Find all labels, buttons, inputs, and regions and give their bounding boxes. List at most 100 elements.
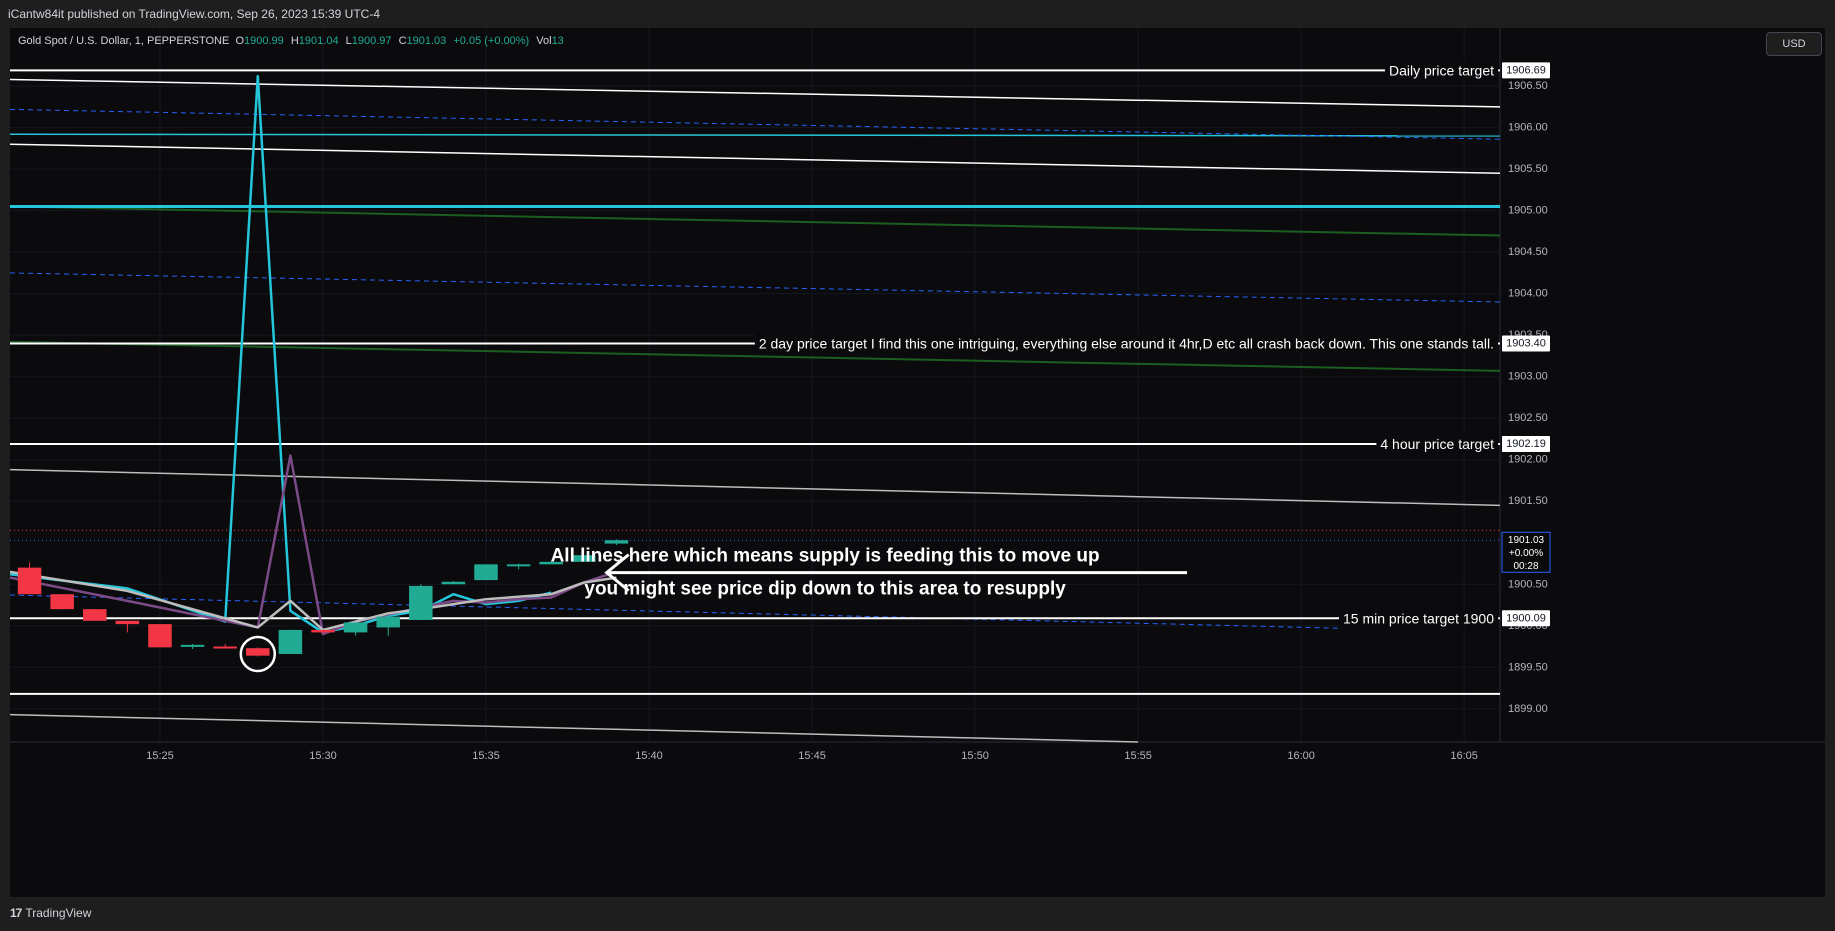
price-line-label-background	[1376, 434, 1499, 453]
y-tick-label: 1905.00	[1508, 205, 1548, 217]
x-tick-label: 15:25	[146, 750, 174, 762]
candle-body	[213, 646, 237, 649]
bottom-bar	[0, 897, 1835, 931]
last-price-change: +0.00%	[1509, 548, 1543, 559]
candle	[50, 594, 74, 610]
candle	[572, 555, 596, 562]
price-line-label: Daily price target	[1389, 62, 1494, 78]
low-label: L	[345, 35, 352, 47]
y-tick-label: 1903.00	[1508, 371, 1548, 383]
candle-body	[17, 567, 42, 595]
chart-annotation: All lines here which means supply is fee…	[551, 546, 1100, 567]
volume-value: 13	[551, 35, 564, 47]
y-tick-label: 1904.50	[1508, 246, 1548, 258]
tradingview-logo[interactable]: 17 TradingView	[10, 906, 91, 920]
last-price-value: 1901.03	[1508, 535, 1545, 546]
y-tick-label: 1902.50	[1508, 412, 1548, 424]
price-line-label: 2 day price target I find this one intri…	[759, 335, 1494, 351]
x-tick-label: 15:35	[472, 750, 500, 762]
candle-body	[180, 644, 205, 647]
candle-body	[441, 581, 466, 585]
candle	[539, 561, 563, 565]
open-label: O	[235, 35, 245, 47]
price-axis-tag	[1502, 62, 1550, 79]
candle	[441, 580, 466, 585]
chart-annotation: you might see price dip down to this are…	[584, 579, 1066, 600]
candle	[604, 539, 629, 546]
price-line-label-background	[1384, 61, 1499, 80]
symbol-legend: Gold Spot / U.S. Dollar, 1, PEPPERSTONE …	[18, 35, 568, 47]
trend-line	[10, 143, 1501, 175]
y-tick-label: 1906.50	[1508, 80, 1548, 92]
trend-line	[10, 340, 1501, 372]
x-tick-label: 16:05	[1450, 750, 1478, 762]
change-value: +0.05 (+0.00%)	[453, 35, 530, 47]
y-tick-label: 1899.50	[1508, 661, 1548, 673]
candle-body	[311, 629, 335, 633]
candle	[409, 584, 433, 620]
candle	[83, 609, 107, 621]
symbol-name: Gold Spot / U.S. Dollar, 1, PEPPERSTONE	[18, 35, 230, 47]
candle-body	[604, 540, 629, 544]
price-axis-tag	[1502, 610, 1550, 627]
candle	[474, 564, 498, 581]
circle-marker	[239, 635, 277, 673]
time-axis-pane	[10, 742, 1825, 897]
tradingview-logo-icon: 17	[10, 906, 22, 920]
y-tick-label: 1901.50	[1508, 495, 1548, 507]
volume-label: Vol	[536, 35, 552, 47]
trend-line	[10, 594, 1341, 629]
candle	[148, 624, 172, 648]
last-price-tag	[1501, 531, 1551, 573]
candle-body	[506, 564, 531, 567]
x-tick-label: 15:55	[1124, 750, 1152, 762]
top-bar	[0, 0, 1835, 28]
currency-button[interactable]: USD	[1766, 32, 1822, 56]
last-price-countdown: 00:28	[1513, 561, 1538, 572]
price-axis-tag-label: 1906.69	[1506, 64, 1546, 76]
x-tick-label: 15:45	[798, 750, 826, 762]
price-line-label-background	[1339, 609, 1499, 628]
candle	[506, 563, 531, 570]
candle-body	[148, 624, 172, 648]
candle-body	[50, 594, 74, 610]
candle	[180, 644, 205, 650]
trend-line	[10, 133, 1501, 137]
price-line-label-background	[754, 334, 1498, 353]
price-axis-pane	[1500, 28, 1825, 742]
candle-body	[376, 616, 400, 628]
tradingview-brand: TradingView	[25, 906, 92, 920]
candle	[343, 622, 368, 636]
chart-canvas[interactable]: Daily price target 2 day price target I f…	[10, 28, 1825, 897]
x-tick-label: 15:30	[309, 750, 337, 762]
y-tick-label: 1899.00	[1508, 703, 1548, 715]
close-label: C	[398, 35, 407, 47]
high-label: H	[290, 35, 299, 47]
candle-body	[409, 585, 433, 620]
y-tick-label: 1905.50	[1508, 163, 1548, 175]
price-axis-tag-label: 1903.40	[1506, 337, 1546, 349]
candle	[311, 629, 335, 634]
candle	[376, 614, 400, 636]
candle-body	[278, 629, 303, 654]
candle	[246, 647, 270, 657]
x-tick-label: 15:50	[961, 750, 989, 762]
candle-body	[572, 555, 596, 562]
price-line-label: 15 min price target 1900	[1343, 610, 1494, 626]
candle-body	[83, 609, 107, 621]
low-value: 1900.97	[351, 35, 392, 47]
chart-area[interactable]: Daily price target 2 day price target I f…	[10, 28, 1825, 897]
candle-body	[474, 564, 498, 581]
indicator-line	[10, 570, 617, 632]
candle	[115, 620, 140, 633]
trend-line	[10, 468, 1501, 507]
y-tick-label: 1902.00	[1508, 454, 1548, 466]
y-tick-label: 1900.50	[1508, 578, 1548, 590]
open-value: 1900.99	[244, 35, 284, 47]
candle-body	[343, 622, 368, 633]
x-tick-label: 16:00	[1287, 750, 1315, 762]
price-line-label: 4 hour price target	[1380, 436, 1494, 452]
candle	[278, 629, 303, 654]
candle-body	[539, 561, 563, 565]
y-tick-label: 1906.00	[1508, 122, 1548, 134]
